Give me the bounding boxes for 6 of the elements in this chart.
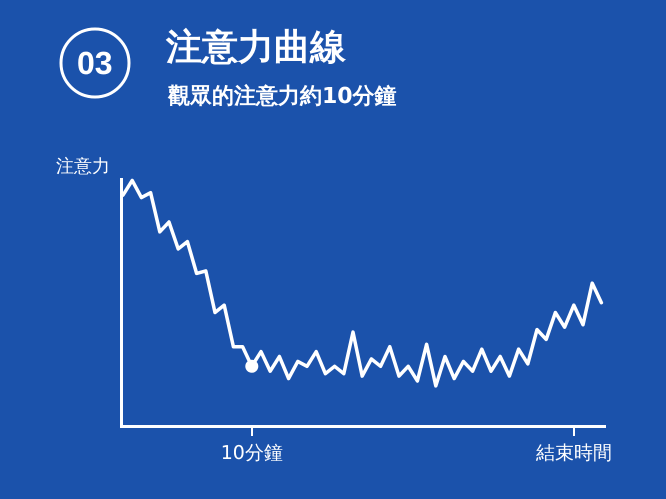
y-axis-title: 注意力	[56, 156, 110, 177]
text: 03	[77, 45, 113, 81]
chart-title: 注意力曲線	[165, 27, 347, 68]
x-tick-label: 結束時間	[534, 442, 612, 464]
x-tick-label: 10分鐘	[220, 442, 283, 464]
chart-subtitle: 觀眾的注意力約10分鐘	[167, 83, 397, 109]
